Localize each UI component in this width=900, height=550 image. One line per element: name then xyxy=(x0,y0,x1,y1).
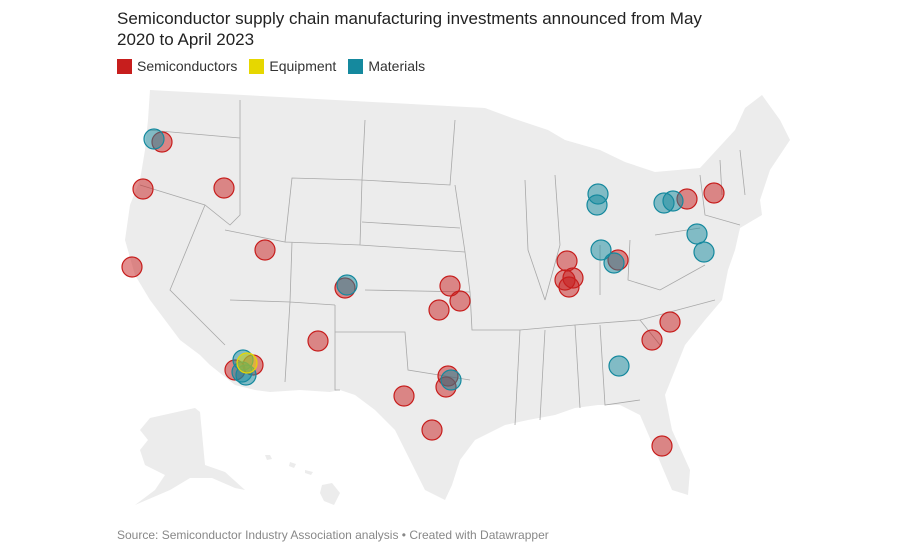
marker-materials[interactable] xyxy=(686,223,708,245)
marker-equipment[interactable] xyxy=(236,352,258,374)
source-note: Source: Semiconductor Industry Associati… xyxy=(117,528,549,542)
marker-materials[interactable] xyxy=(590,239,612,261)
alaska-shape xyxy=(135,408,245,505)
hawaii-shape xyxy=(265,455,340,505)
legend-item-equipment: Equipment xyxy=(249,58,336,74)
legend: Semiconductors Equipment Materials xyxy=(117,58,425,74)
marker-semiconductors[interactable] xyxy=(254,239,276,261)
marker-semiconductors[interactable] xyxy=(659,311,681,333)
marker-semiconductors[interactable] xyxy=(132,178,154,200)
legend-label: Materials xyxy=(368,58,426,74)
marker-semiconductors[interactable] xyxy=(558,276,580,298)
state-borders xyxy=(139,100,746,426)
marker-materials[interactable] xyxy=(586,194,608,216)
marker-materials[interactable] xyxy=(440,369,462,391)
marker-semiconductors[interactable] xyxy=(121,256,143,278)
marker-semiconductors[interactable] xyxy=(213,177,235,199)
marker-materials[interactable] xyxy=(693,241,715,263)
marker-semiconductors[interactable] xyxy=(449,290,471,312)
marker-semiconductors[interactable] xyxy=(651,435,673,457)
marker-semiconductors[interactable] xyxy=(393,385,415,407)
marker-semiconductors[interactable] xyxy=(703,182,725,204)
legend-item-materials: Materials xyxy=(348,58,425,74)
marker-semiconductors[interactable] xyxy=(421,419,443,441)
legend-label: Semiconductors xyxy=(137,58,238,74)
marker-semiconductors[interactable] xyxy=(641,329,663,351)
marker-materials[interactable] xyxy=(603,252,625,274)
marker-semiconductors[interactable] xyxy=(307,330,329,352)
marker-semiconductors[interactable] xyxy=(428,299,450,321)
marker-materials[interactable] xyxy=(143,128,165,150)
map-title: Semiconductor supply chain manufacturing… xyxy=(117,9,702,49)
marker-materials[interactable] xyxy=(662,190,684,212)
marker-materials[interactable] xyxy=(336,274,358,296)
legend-swatch-yellow xyxy=(249,58,265,74)
legend-swatch-teal xyxy=(348,58,364,74)
marker-materials[interactable] xyxy=(608,355,630,377)
legend-swatch-red xyxy=(117,58,132,74)
marker-semiconductors[interactable] xyxy=(439,275,461,297)
legend-item-semiconductors: Semiconductors xyxy=(117,58,237,74)
legend-label: Equipment xyxy=(269,58,337,74)
